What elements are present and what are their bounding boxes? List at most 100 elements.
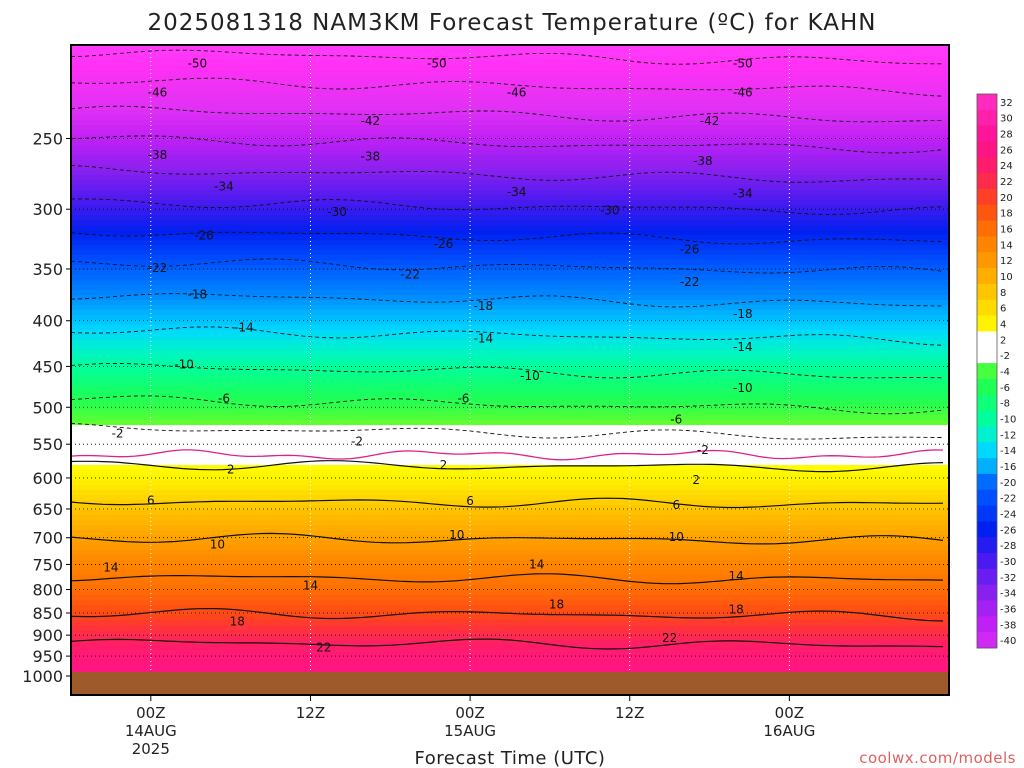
colorbar-label: 4: [1000, 320, 1006, 331]
temperature-band: [71, 235, 949, 241]
contour-label: 14: [529, 557, 544, 571]
contour-label: -10: [733, 381, 753, 395]
colorbar-frame: [976, 93, 998, 649]
colorbar-label: 2: [1000, 335, 1006, 346]
temperature-band: [71, 585, 949, 591]
temperature-band: [71, 65, 949, 71]
colorbar-label: -2: [1000, 351, 1010, 362]
isotherm-6: [71, 497, 944, 509]
temperature-band: [71, 190, 949, 196]
temperature-band: [71, 485, 949, 491]
temperature-band: [71, 475, 949, 481]
temperature-band: [71, 635, 949, 641]
colorbar-label: -34: [1000, 589, 1016, 600]
contour-label: -10: [174, 358, 194, 372]
isotherm-10: [71, 532, 944, 545]
colorbar-swatch: [977, 537, 997, 554]
temperature-band: [71, 435, 949, 441]
temperature-band: [71, 600, 949, 606]
y-tick-label: 800: [32, 580, 63, 599]
colorbar-label: 22: [1000, 177, 1013, 188]
colorbar-swatch: [977, 252, 997, 269]
temperature-band: [71, 200, 949, 206]
contour-label: 10: [210, 537, 225, 551]
colorbar-label: -30: [1000, 557, 1016, 568]
temperature-band: [71, 330, 949, 336]
temperature-band: [71, 505, 949, 511]
colorbar-swatch: [977, 347, 997, 364]
temperature-band: [71, 145, 949, 151]
contour-labels: -50 -50 -50 -46 -46 -46 -42 -42 -38 -38 -38 -34 -34 -…: [103, 56, 752, 654]
temperature-band: [71, 625, 949, 631]
temperature-band: [71, 605, 949, 611]
contour-label: -30: [327, 205, 347, 219]
temperature-band: [71, 650, 949, 656]
contour-label: -6: [670, 412, 682, 426]
temperature-band: [71, 260, 949, 266]
isotherm--22: [71, 258, 944, 274]
y-tick-label: 700: [32, 529, 63, 548]
temperature-band: [71, 315, 949, 321]
temperature-band: [71, 155, 949, 161]
temperature-band: [71, 60, 949, 66]
colorbar-swatch: [977, 600, 997, 617]
temperature-band: [71, 100, 949, 106]
plot-frame: [70, 44, 950, 696]
temperature-band: [71, 125, 949, 131]
colorbar-swatch: [977, 268, 997, 285]
colorbar-swatch: [977, 521, 997, 538]
colorbar-swatch: [977, 584, 997, 601]
temperature-band: [71, 320, 949, 326]
contour-label: -30: [600, 203, 620, 217]
temperature-band: [71, 205, 949, 211]
temperature-band: [71, 410, 949, 416]
temperature-band: [71, 560, 949, 566]
colorbar-swatch: [977, 94, 997, 111]
colorbar-label: -4: [1000, 367, 1010, 378]
contour-label: -26: [194, 228, 214, 242]
temperature-band: [71, 545, 949, 551]
temperature-band: [71, 615, 949, 621]
temperature-band: [71, 640, 949, 646]
isotherm--6: [71, 395, 944, 415]
temperature-band: [71, 575, 949, 581]
y-axis-ticks: 250 300 350 400 450 500 550 600 650 700 750 800 850 9…: [22, 130, 71, 686]
colorbar-label: -20: [1000, 478, 1016, 489]
temperature-band: [71, 455, 949, 461]
contour-label: -50: [188, 56, 208, 70]
colorbar-swatch: [977, 442, 997, 459]
temperature-bands: [71, 45, 949, 695]
temperature-band: [71, 395, 949, 401]
temperature-band: [71, 215, 949, 221]
temperature-band: [71, 415, 949, 421]
contour-label: -42: [361, 114, 381, 128]
colorbar-label: -32: [1000, 573, 1016, 584]
colorbar-label: -40: [1000, 636, 1016, 647]
colorbar-label: -22: [1000, 494, 1016, 505]
colorbar-label: -12: [1000, 430, 1016, 441]
contour-label: -2: [697, 443, 709, 457]
temperature-band: [71, 460, 949, 466]
x-tick-label: 00Z: [455, 704, 484, 722]
contour-label: -50: [733, 56, 753, 70]
isotherm--46: [71, 77, 944, 97]
temperature-band: [71, 180, 949, 186]
contour-label: -22: [400, 267, 420, 281]
isotherm-14: [71, 573, 944, 585]
contour-label: 6: [466, 494, 474, 508]
x-tick-label: 15AUG: [444, 722, 496, 740]
x-tick-label: 12Z: [615, 704, 644, 722]
contour-label: 2: [692, 473, 700, 487]
temperature-band: [71, 525, 949, 531]
temperature-band: [71, 115, 949, 121]
x-tick-label: 14AUG: [125, 722, 177, 740]
colorbar-swatch: [977, 299, 997, 316]
temperature-band: [71, 90, 949, 96]
y-tick-label: 600: [32, 469, 63, 488]
contour-label: -6: [457, 392, 469, 406]
contour-label: -34: [507, 185, 527, 199]
temperature-band: [71, 230, 949, 236]
temperature-band: [71, 530, 949, 536]
colorbar-swatch: [977, 553, 997, 570]
contour-label: -14: [733, 340, 753, 354]
